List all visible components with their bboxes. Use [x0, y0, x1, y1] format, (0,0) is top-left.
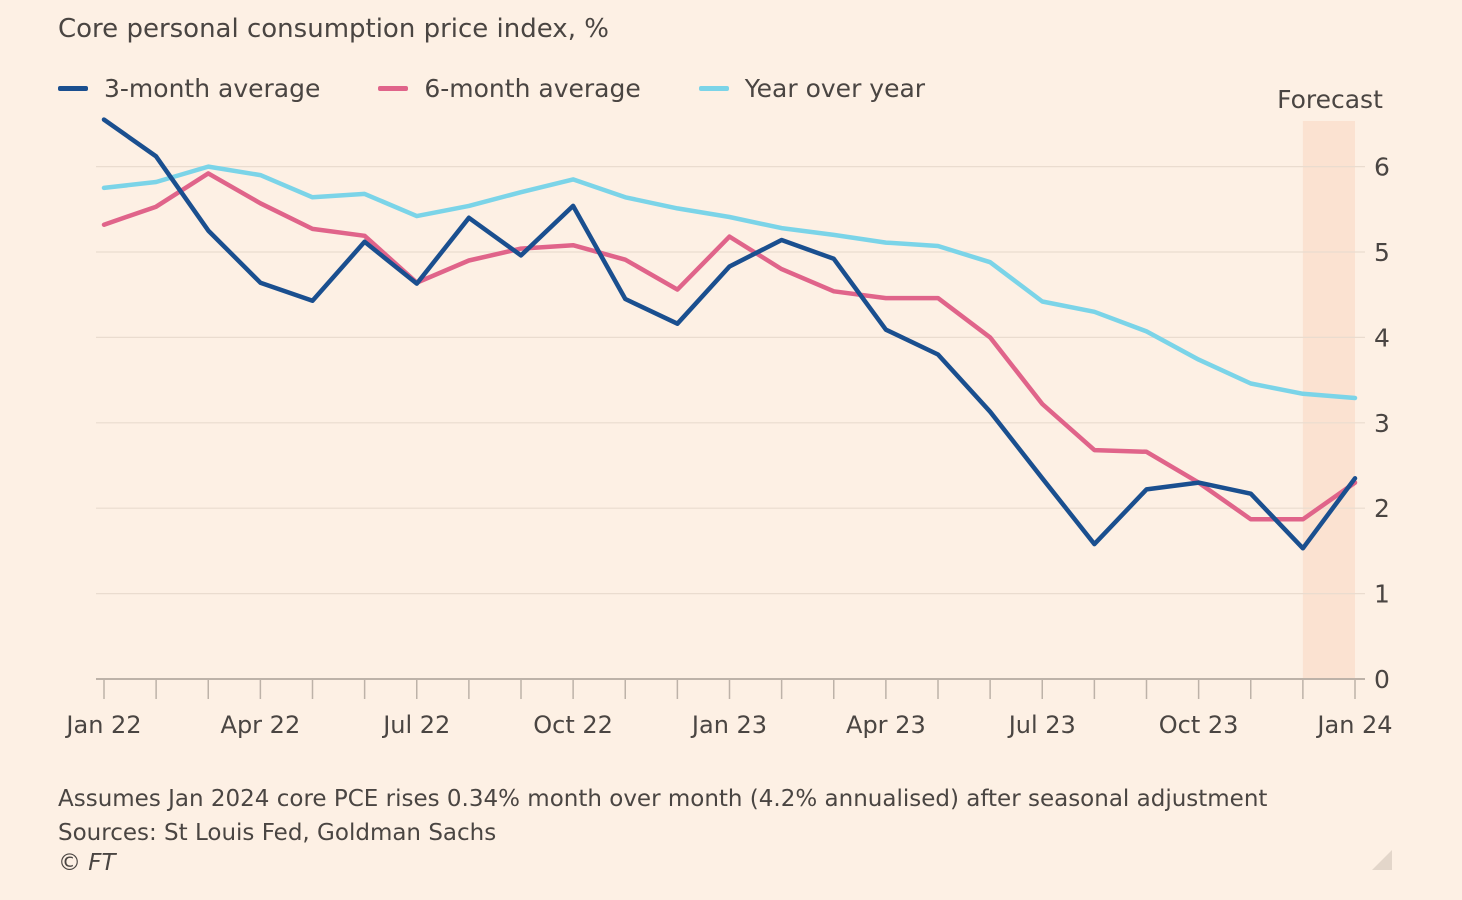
legend-item-3-month: 3-month average: [58, 74, 320, 103]
x-axis: [96, 678, 1365, 699]
legend-item-6-month: 6-month average: [378, 74, 641, 103]
chart-plot: 0 1 2 3 4 5 6 Jan 22 Apr 22 Jul 22 Oct 22 Jan 23 Ap…: [64, 85, 1392, 739]
x-tick-label-apr-22: Apr 22: [221, 711, 301, 739]
legend-swatch-6-month: [378, 86, 409, 91]
legend: 3-month average 6-month average Year ove…: [58, 74, 983, 103]
series-line-6-month-average: [101, 171, 1358, 522]
legend-label-6-month: 6-month average: [424, 74, 641, 103]
legend-item-yoy: Year over year: [698, 74, 926, 103]
x-tick-label-jul-23: Jul 23: [1007, 711, 1076, 739]
x-tick-label-oct-22: Oct 22: [533, 711, 613, 739]
legend-swatch-yoy: [698, 86, 729, 91]
legend-swatch-3-month: [58, 86, 88, 91]
series-lines: [101, 117, 1358, 551]
chart-title: Core personal consumption price index, %: [58, 14, 609, 44]
y-tick-label-4: 4: [1374, 323, 1390, 352]
forecast-band: [1302, 121, 1355, 679]
y-tick-label-3: 3: [1374, 409, 1390, 438]
y-tick-label-1: 1: [1374, 580, 1390, 609]
forecast-band-group: [1302, 121, 1355, 679]
x-tick-label-jan-24: Jan 24: [1315, 711, 1392, 739]
series-line-3-month-average: [101, 117, 1358, 551]
footer: Assumes Jan 2024 core PCE rises 0.34% mo…: [58, 782, 1267, 850]
y-tick-label-5: 5: [1374, 238, 1390, 267]
y-tick-label-0: 0: [1374, 665, 1390, 694]
x-tick-label-jan-23: Jan 23: [690, 711, 767, 739]
forecast-label: Forecast: [1277, 85, 1383, 114]
resize-corner-icon: [1372, 850, 1392, 870]
series-line-year-over-year: [101, 164, 1358, 401]
x-tick-label-jul-22: Jul 22: [381, 711, 450, 739]
x-tick-label-jan-22: Jan 22: [64, 711, 141, 739]
y-tick-label-2: 2: [1374, 494, 1390, 523]
copyright: © FT: [58, 850, 116, 876]
x-tick-label-apr-23: Apr 23: [846, 711, 926, 739]
footnote: Assumes Jan 2024 core PCE rises 0.34% mo…: [58, 786, 1268, 812]
x-tick-label-oct-23: Oct 23: [1159, 711, 1239, 739]
grid-lines: [96, 166, 1365, 595]
sources: Sources: St Louis Fed, Goldman Sachs: [58, 820, 497, 846]
y-axis: 0 1 2 3 4 5 6: [1374, 153, 1390, 694]
legend-label-3-month: 3-month average: [104, 74, 321, 103]
y-tick-label-6: 6: [1374, 153, 1390, 182]
x-tick-labels: Jan 22 Apr 22 Jul 22 Oct 22 Jan 23 Apr 23 Jul …: [64, 711, 1392, 739]
legend-label-yoy: Year over year: [744, 74, 926, 103]
